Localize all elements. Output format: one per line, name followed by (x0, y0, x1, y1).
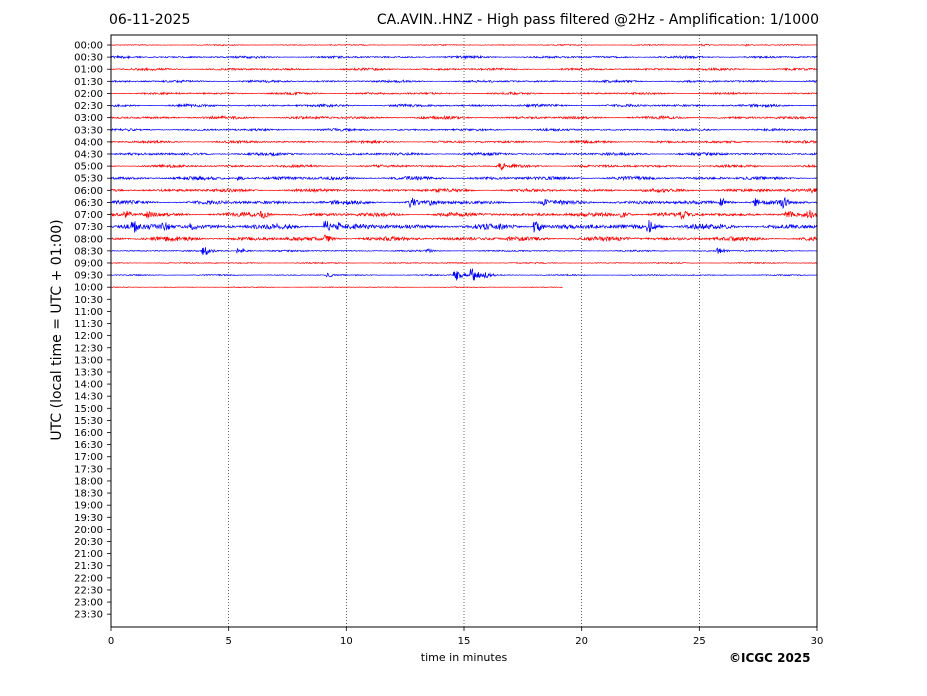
trace-0500 (110, 163, 818, 171)
x-axis-label: time in minutes (420, 651, 508, 664)
traces (110, 43, 818, 289)
y-tick-label: 22:00 (74, 573, 103, 584)
y-tick-label: 16:30 (74, 440, 103, 451)
y-tick-label: 21:00 (74, 549, 103, 560)
x-tick-label: 15 (458, 636, 471, 647)
y-tick-label: 20:00 (74, 525, 103, 536)
y-tick-label: 14:30 (74, 392, 103, 403)
x-tick-label: 0 (108, 636, 114, 647)
y-tick-label: 02:00 (74, 89, 103, 100)
y-tick-label: 08:30 (74, 246, 103, 257)
y-tick-label: 13:30 (74, 367, 103, 378)
y-tick-label: 09:30 (74, 271, 103, 282)
x-tick-label: 5 (225, 636, 231, 647)
y-tick-label: 15:00 (74, 404, 103, 415)
y-tick-label: 09:00 (74, 258, 103, 269)
trace-0930 (110, 268, 818, 281)
trace-0700 (110, 210, 818, 221)
y-tick-label: 20:30 (74, 537, 103, 548)
y-tick-label: 05:00 (74, 162, 103, 173)
y-tick-label: 19:30 (74, 513, 103, 524)
trace-1000 (110, 286, 563, 289)
y-tick-label: 00:00 (74, 41, 103, 52)
grid-lines (228, 35, 700, 627)
plot-frame (110, 34, 818, 628)
x-tick-label: 20 (575, 636, 588, 647)
y-tick-label: 01:30 (74, 77, 103, 88)
plot-date: 06-11-2025 (109, 12, 191, 28)
y-tick-label: 00:30 (74, 53, 103, 64)
y-tick-label: 06:30 (74, 198, 103, 209)
y-tick-label: 07:00 (74, 210, 103, 221)
y-tick-label: 10:00 (74, 283, 103, 294)
y-tick-label: 17:00 (74, 452, 103, 463)
y-tick-label: 03:30 (74, 125, 103, 136)
y-tick-label: 15:30 (74, 416, 103, 427)
y-tick-label: 11:00 (74, 307, 103, 318)
trace-0300 (110, 114, 818, 121)
x-tick-label: 30 (811, 636, 824, 647)
y-tick-label: 21:30 (74, 561, 103, 572)
y-tick-label: 10:30 (74, 295, 103, 306)
trace-0230 (110, 102, 818, 109)
y-axis-ticks: 00:0000:3001:0001:3002:0002:3003:0003:30… (74, 41, 111, 621)
y-tick-label: 18:00 (74, 476, 103, 487)
trace-0630 (110, 196, 818, 210)
trace-0400 (110, 139, 818, 145)
y-tick-label: 03:00 (74, 113, 103, 124)
y-tick-label: 16:00 (74, 428, 103, 439)
trace-0600 (110, 187, 818, 194)
y-tick-label: 05:30 (74, 174, 103, 185)
trace-0130 (110, 78, 818, 84)
trace-0900 (110, 261, 818, 265)
trace-0100 (110, 66, 818, 72)
y-tick-label: 06:00 (74, 186, 103, 197)
trace-0030 (110, 54, 818, 60)
trace-0000 (110, 43, 818, 47)
trace-0200 (110, 90, 818, 96)
trace-0530 (110, 175, 818, 182)
x-tick-label: 25 (693, 636, 706, 647)
y-tick-label: 19:00 (74, 501, 103, 512)
y-tick-label: 13:00 (74, 355, 103, 366)
y-tick-label: 22:30 (74, 585, 103, 596)
y-tick-label: 23:30 (74, 610, 103, 621)
x-tick-label: 10 (340, 636, 353, 647)
y-tick-label: 01:00 (74, 65, 103, 76)
trace-0330 (110, 127, 818, 132)
y-tick-label: 14:00 (74, 380, 103, 391)
trace-0730 (110, 220, 818, 233)
x-axis-ticks: 0 5 10 15 20 25 30 (108, 627, 824, 647)
trace-0830 (110, 247, 818, 256)
y-tick-label: 11:30 (74, 319, 103, 330)
y-tick-label: 23:00 (74, 598, 103, 609)
y-tick-label: 02:30 (74, 101, 103, 112)
y-tick-label: 18:30 (74, 489, 103, 500)
copyright-credit: ©ICGC 2025 (729, 651, 811, 665)
plot-title: CA.AVIN..HNZ - High pass filtered @2Hz -… (376, 12, 819, 28)
y-tick-label: 04:00 (74, 137, 103, 148)
y-tick-label: 17:30 (74, 464, 103, 475)
y-tick-label: 07:30 (74, 222, 103, 233)
y-tick-label: 12:00 (74, 331, 103, 342)
y-tick-label: 04:30 (74, 149, 103, 160)
y-tick-label: 12:30 (74, 343, 103, 354)
trace-0430 (110, 151, 818, 157)
y-tick-label: 08:00 (74, 234, 103, 245)
trace-0800 (110, 234, 818, 243)
